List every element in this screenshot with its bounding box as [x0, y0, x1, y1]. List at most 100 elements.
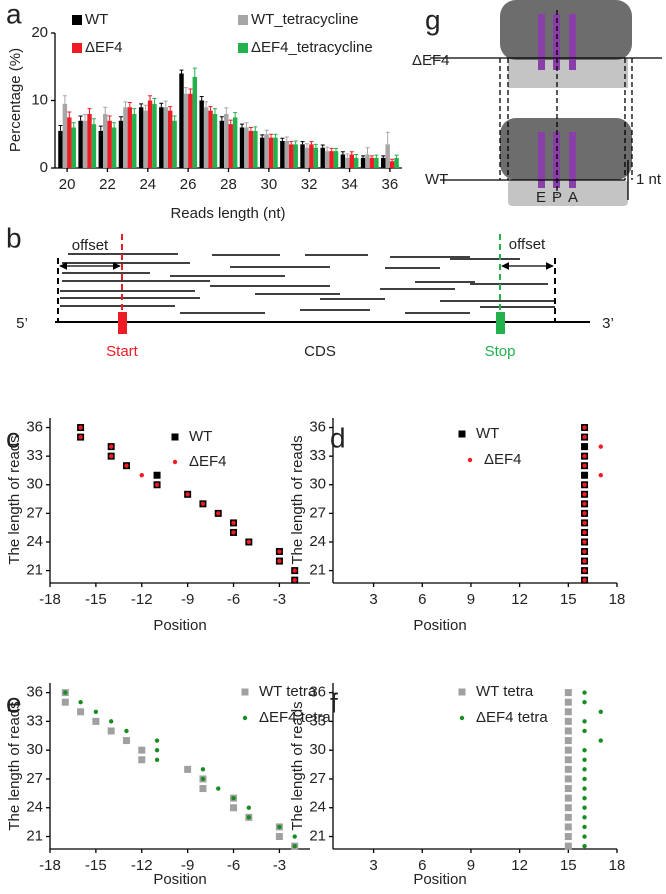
error-bar: [354, 154, 359, 158]
bar: [111, 127, 117, 168]
bar: [172, 120, 177, 168]
error-bar: [228, 119, 233, 125]
error-bar: [289, 141, 294, 145]
x-tick-label: -9: [181, 857, 194, 874]
point: [199, 785, 207, 793]
bar: [179, 73, 184, 168]
bar: [107, 120, 112, 168]
point: [92, 717, 100, 725]
error-bar: [98, 125, 103, 131]
bar: [192, 76, 198, 168]
legend-marker: [241, 688, 249, 696]
x-tick-label: -6: [227, 591, 240, 608]
x-tick-label: 6: [418, 857, 426, 874]
x-tick-label: 18: [609, 857, 626, 874]
bar: [369, 157, 375, 168]
x-tick-label: 9: [467, 591, 475, 608]
x-tick-label: 22: [99, 176, 116, 193]
point: [292, 843, 297, 849]
point: [582, 795, 587, 801]
x-tick-label: 24: [139, 176, 156, 193]
y-tick-label: 33: [26, 712, 43, 729]
y-tick-label: 24: [309, 799, 326, 816]
bar: [360, 157, 366, 168]
x-tick-label: 9: [467, 857, 475, 874]
error-bar: [212, 108, 217, 114]
error-bar: [148, 95, 153, 101]
y-tick-label: 33: [309, 712, 326, 729]
error-bar: [87, 108, 92, 114]
panel-label: g: [425, 4, 441, 35]
x-tick-label: -12: [131, 591, 153, 608]
bar: [264, 134, 269, 168]
point: [63, 690, 68, 695]
point: [564, 765, 572, 773]
error-bar: [313, 143, 318, 148]
point: [564, 689, 572, 697]
diagram-b: b offset offset 5’ 3’ Start CD: [6, 222, 614, 360]
point: [108, 444, 114, 449]
panel-label: f: [330, 687, 338, 718]
point: [184, 765, 192, 773]
error-bar: [304, 143, 309, 148]
point: [582, 690, 587, 695]
bar: [340, 154, 346, 168]
offset-label: offset: [72, 237, 109, 254]
point: [564, 794, 572, 802]
point: [216, 786, 221, 791]
point: [598, 473, 603, 478]
y-axis-title: The length of reads: [6, 435, 23, 564]
error-bar: [152, 97, 157, 104]
bar: [91, 124, 97, 168]
x-tick-label: 6: [418, 591, 426, 608]
bar: [293, 144, 298, 168]
error-bar: [183, 87, 188, 94]
x-tick-label: -12: [131, 857, 153, 874]
bar: [349, 154, 354, 168]
point: [78, 699, 83, 705]
point: [277, 824, 282, 830]
error-bar: [163, 100, 168, 108]
bar: [309, 144, 314, 168]
y-tick-label: 36: [26, 684, 43, 701]
bar: [152, 103, 157, 168]
reads: [60, 253, 555, 314]
legend-label: WT_tetracycline: [251, 11, 359, 28]
point: [582, 767, 587, 772]
point: [582, 757, 587, 762]
point: [582, 747, 587, 753]
y-tick-label: 27: [309, 504, 326, 521]
point: [582, 834, 587, 839]
x-tick-label: 15: [560, 591, 577, 608]
point: [275, 833, 283, 841]
error-bar: [78, 115, 83, 121]
point: [582, 463, 587, 468]
bar: [320, 147, 325, 168]
bar: [289, 144, 294, 168]
error-bar: [199, 95, 204, 101]
site-label: P: [552, 189, 562, 206]
error-bar: [293, 140, 298, 145]
point: [108, 719, 114, 724]
bar: [123, 107, 128, 168]
error-bar: [381, 155, 386, 158]
x-tick-label: -15: [85, 857, 107, 874]
error-bar: [168, 106, 173, 111]
legend-marker: [458, 688, 466, 696]
error-bar: [260, 134, 265, 138]
bar: [273, 137, 278, 168]
error-bar: [284, 136, 289, 141]
point: [582, 843, 587, 849]
point: [200, 767, 206, 772]
error-bar: [103, 106, 108, 114]
point: [292, 834, 297, 839]
bar: [228, 124, 233, 168]
error-bar: [127, 102, 132, 108]
point: [581, 443, 589, 451]
point: [598, 444, 603, 449]
offset-label: offset: [509, 236, 546, 253]
guide-lines: [499, 10, 633, 195]
bar: [259, 137, 265, 168]
bar: [143, 110, 148, 168]
error-bar: [369, 155, 374, 158]
